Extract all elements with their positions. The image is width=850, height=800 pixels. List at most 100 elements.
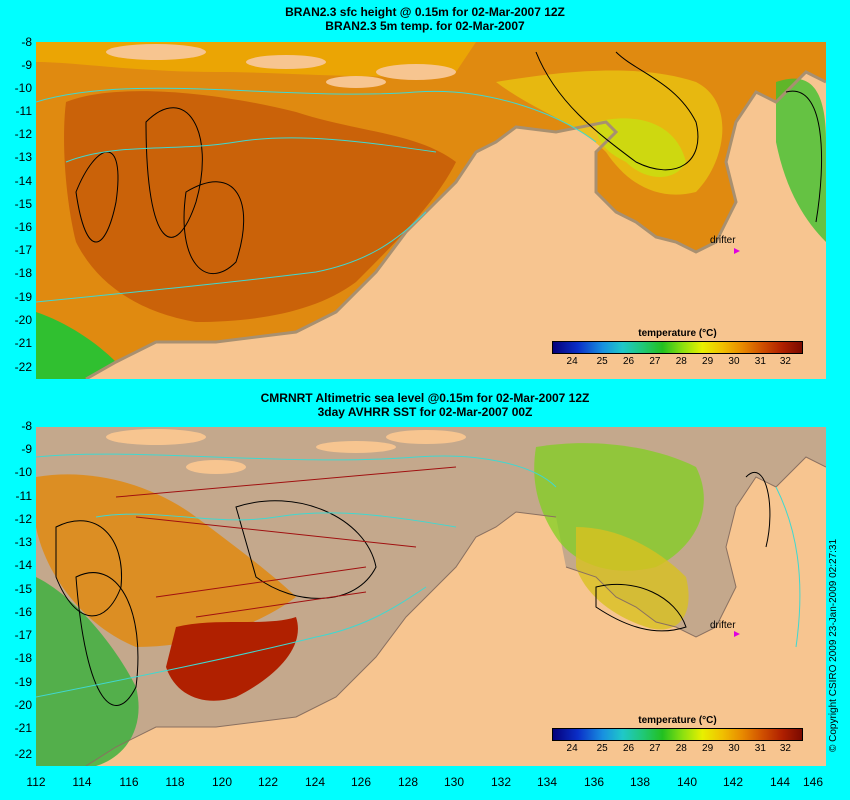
bottom-y-tick: -10: [14, 465, 32, 479]
top-ocean-lightgreen: [596, 118, 686, 177]
top-ocean-hot: [64, 91, 456, 322]
bottom-y-tick: -14: [14, 558, 32, 572]
x-tick: 134: [536, 775, 558, 789]
bottom-y-tick: -19: [14, 675, 32, 689]
x-tick: 146: [802, 775, 824, 789]
bottom-map: [36, 427, 826, 766]
top-island: [106, 44, 206, 60]
bottom-contour: [595, 583, 687, 632]
top-coast: [85, 70, 826, 379]
top-cbar-tick: 25: [596, 356, 608, 367]
top-cbar-tick: 26: [622, 356, 635, 367]
top-y-tick: -16: [14, 220, 32, 234]
x-tick: 138: [629, 775, 651, 789]
copyright-text: © Copyright CSIRO 2009 23-Jan-2009 02:27…: [828, 538, 839, 752]
bottom-cbar-tick: 29: [702, 743, 714, 754]
x-tick: 144: [769, 775, 791, 789]
x-tick: 120: [211, 775, 233, 789]
top-island: [246, 55, 326, 69]
top-y-tick: -10: [14, 81, 32, 95]
bottom-contour: [745, 472, 771, 548]
top-contour-cyan: [36, 87, 597, 143]
top-ocean-green2: [776, 78, 826, 242]
top-cbar-tick: 30: [728, 356, 740, 367]
top-y-tick: -11: [15, 104, 32, 118]
bottom-swath-line: [155, 566, 367, 598]
bottom-cbar-tick: 27: [649, 743, 661, 754]
bottom-y-tick: -18: [14, 651, 32, 665]
bottom-swath-line: [135, 516, 417, 548]
x-tick: 118: [165, 775, 185, 789]
bottom-y-tick: -9: [21, 442, 32, 456]
bottom-ocean-hot: [166, 617, 298, 701]
top-contour: [785, 90, 823, 223]
top-cbar-tick: 31: [754, 356, 766, 367]
x-tick: 126: [350, 775, 372, 789]
bottom-drifter-label: drifter: [710, 620, 736, 631]
top-contour-cyan: [65, 137, 437, 163]
bottom-y-tick: -20: [14, 698, 32, 712]
x-tick: 142: [722, 775, 744, 789]
bottom-y-tick: -12: [14, 512, 32, 526]
top-map-panel: [36, 42, 826, 379]
bottom-y-tick: -15: [14, 582, 32, 596]
top-contour: [145, 107, 203, 238]
bottom-island: [316, 441, 396, 453]
bottom-cbar-tick: 24: [566, 743, 578, 754]
x-tick: 128: [397, 775, 419, 789]
x-tick: 140: [676, 775, 698, 789]
top-cbar-tick: 27: [649, 356, 661, 367]
bottom-cbar-tick: 30: [728, 743, 740, 754]
bottom-contour-cyan: [36, 586, 427, 698]
bottom-ocean-orange: [36, 474, 296, 647]
top-cbar-tick: 24: [566, 356, 578, 367]
bottom-map-panel: [36, 427, 826, 766]
top-y-tick: -20: [14, 313, 32, 327]
top-y-tick: -17: [14, 243, 32, 257]
top-y-tick: -8: [21, 35, 32, 49]
top-contour: [75, 151, 119, 243]
bottom-coast: [85, 456, 826, 766]
bottom-y-tick: -16: [14, 605, 32, 619]
top-contour: [183, 181, 245, 274]
x-tick: 112: [26, 775, 46, 789]
bottom-contour-cyan: [95, 512, 457, 528]
bottom-contour-cyan: [36, 453, 557, 488]
top-contour-cyan: [36, 211, 427, 303]
top-map: [36, 42, 826, 379]
top-cbar-tick: 28: [675, 356, 687, 367]
bottom-ocean-green: [36, 577, 139, 766]
top-title-line1: BRAN2.3 sfc height @ 0.15m for 02-Mar-20…: [285, 5, 565, 19]
bottom-swath-line: [115, 466, 457, 498]
bottom-cbar-tick: 25: [596, 743, 608, 754]
top-contour: [535, 51, 699, 171]
top-colorbar-legend: temperature (°C) 24 25 26 27 28 29 30 31…: [552, 328, 803, 368]
bottom-colorbar-legend: temperature (°C) 24 25 26 27 28 29 30 31…: [552, 715, 803, 755]
bottom-colorbar-ticks: 24 25 26 27 28 29 30 31 32: [552, 741, 803, 755]
bottom-y-tick: -13: [14, 535, 32, 549]
x-tick: 132: [490, 775, 512, 789]
bottom-legend-title: temperature (°C): [638, 715, 717, 726]
top-island: [376, 64, 456, 80]
bottom-cbar-tick: 32: [779, 743, 791, 754]
x-tick: 124: [304, 775, 326, 789]
top-colorbar-ticks: 24 25 26 27 28 29 30 31 32: [552, 354, 803, 368]
top-y-tick: -14: [14, 174, 32, 188]
bottom-y-tick: -8: [21, 419, 32, 433]
bottom-cbar-tick: 26: [622, 743, 635, 754]
top-ocean-green: [36, 312, 116, 379]
bottom-cbar-tick: 31: [754, 743, 766, 754]
top-title-line2: BRAN2.3 5m temp. for 02-Mar-2007: [325, 19, 525, 33]
bottom-contour: [75, 572, 139, 706]
x-tick: 116: [119, 775, 139, 789]
bottom-contour: [235, 500, 377, 599]
top-y-tick: -9: [21, 58, 32, 72]
top-cbar-tick: 32: [779, 356, 791, 367]
bottom-contour: [55, 520, 123, 617]
top-y-tick: -22: [14, 360, 32, 374]
top-drifter-marker: [734, 248, 740, 254]
top-colorbar: [552, 341, 803, 354]
bottom-island: [386, 430, 466, 444]
bottom-cbar-tick: 28: [675, 743, 687, 754]
bottom-island: [186, 460, 246, 474]
